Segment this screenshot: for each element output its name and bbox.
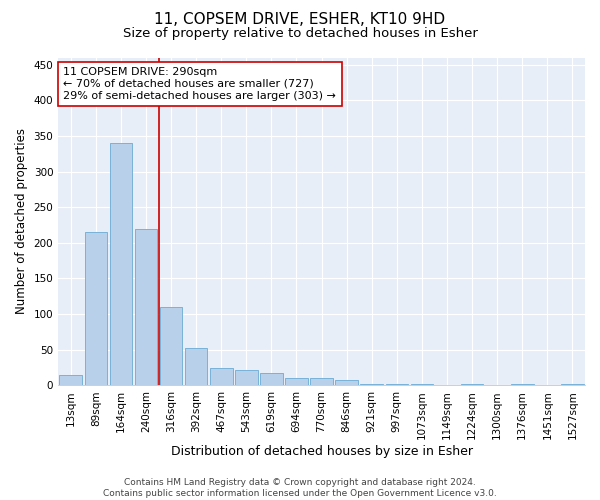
Bar (160, 307, 182, 386)
Text: 11 COPSEM DRIVE: 290sqm
← 70% of detached houses are smaller (727)
29% of semi-d: 11 COPSEM DRIVE: 290sqm ← 70% of detache… (64, 68, 337, 100)
Bar (386, 384, 408, 386)
Bar (59, 374, 82, 386)
Bar (310, 378, 333, 386)
Bar (85, 232, 107, 386)
Bar (110, 143, 132, 386)
Bar (134, 228, 157, 386)
Bar (285, 378, 308, 386)
Bar (235, 370, 257, 386)
Bar (361, 384, 383, 386)
X-axis label: Distribution of detached houses by size in Esher: Distribution of detached houses by size … (170, 444, 473, 458)
Bar (210, 368, 233, 386)
Text: Contains HM Land Registry data © Crown copyright and database right 2024.
Contai: Contains HM Land Registry data © Crown c… (103, 478, 497, 498)
Bar (410, 384, 433, 386)
Bar (511, 384, 533, 386)
Bar (185, 348, 208, 386)
Y-axis label: Number of detached properties: Number of detached properties (15, 128, 28, 314)
Text: 11, COPSEM DRIVE, ESHER, KT10 9HD: 11, COPSEM DRIVE, ESHER, KT10 9HD (154, 12, 446, 28)
Bar (260, 372, 283, 386)
Text: Size of property relative to detached houses in Esher: Size of property relative to detached ho… (122, 28, 478, 40)
Bar (561, 384, 584, 386)
Bar (461, 384, 484, 386)
Bar (335, 380, 358, 386)
